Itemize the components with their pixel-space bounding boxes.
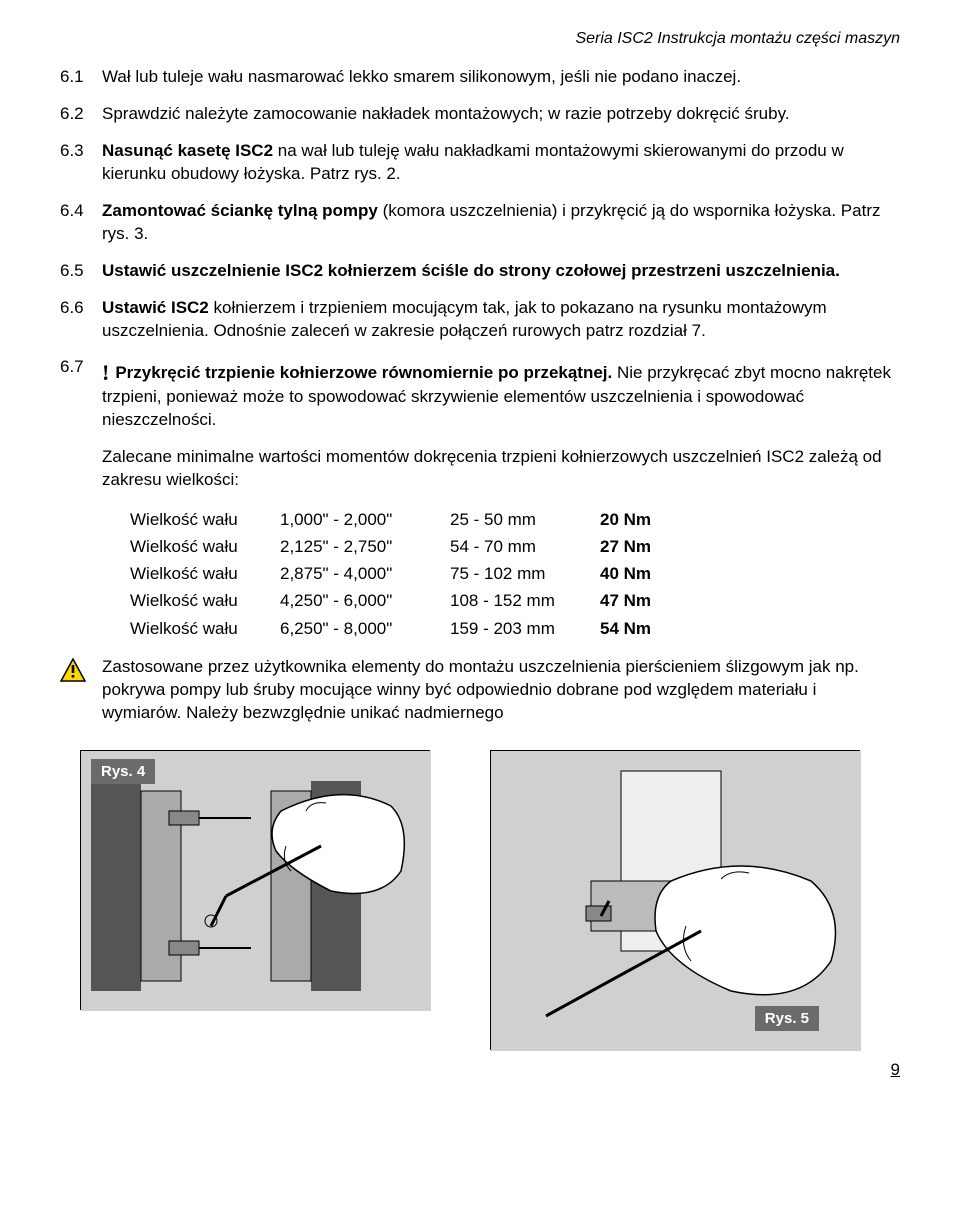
torque-row: Wielkość wału4,250" - 6,000"108 - 152 mm… xyxy=(130,587,900,614)
list-item: 6.7!Przykręcić trzpienie kołnierzowe rów… xyxy=(60,356,900,432)
instruction-list: 6.1Wał lub tuleje wału nasmarować lekko … xyxy=(60,66,900,432)
torque-range: 1,000" - 2,000" xyxy=(280,506,450,533)
warning-text: Zastosowane przez użytkownika elementy d… xyxy=(102,656,900,725)
item-content: Nasunąć kasetę ISC2 na wał lub tuleję wa… xyxy=(102,140,900,186)
item-number: 6.2 xyxy=(60,103,102,126)
page-number: 9 xyxy=(60,1060,900,1080)
torque-nm: 27 Nm xyxy=(600,533,690,560)
torque-nm: 47 Nm xyxy=(600,587,690,614)
item-content: Zamontować ściankę tylną pompy (komora u… xyxy=(102,200,900,246)
torque-mm: 108 - 152 mm xyxy=(450,587,600,614)
item-number: 6.7 xyxy=(60,356,102,432)
item-number: 6.6 xyxy=(60,297,102,343)
page-header: Seria ISC2 Instrukcja montażu części mas… xyxy=(60,30,900,48)
torque-label: Wielkość wału xyxy=(130,587,280,614)
torque-nm: 40 Nm xyxy=(600,560,690,587)
torque-range: 2,875" - 4,000" xyxy=(280,560,450,587)
torque-range: 2,125" - 2,750" xyxy=(280,533,450,560)
item-number: 6.5 xyxy=(60,260,102,283)
torque-row: Wielkość wału2,875" - 4,000"75 - 102 mm4… xyxy=(130,560,900,587)
torque-label: Wielkość wału xyxy=(130,615,280,642)
torque-label: Wielkość wału xyxy=(130,506,280,533)
warning-triangle-icon xyxy=(60,656,102,725)
list-item: 6.6Ustawić ISC2 kołnierzem i trzpieniem … xyxy=(60,297,900,343)
item-number: 6.4 xyxy=(60,200,102,246)
torque-row: Wielkość wału1,000" - 2,000"25 - 50 mm20… xyxy=(130,506,900,533)
torque-mm: 75 - 102 mm xyxy=(450,560,600,587)
list-item: 6.2Sprawdzić należyte zamocowanie nakład… xyxy=(60,103,900,126)
torque-mm: 54 - 70 mm xyxy=(450,533,600,560)
list-item: 6.4Zamontować ściankę tylną pompy (komor… xyxy=(60,200,900,246)
item-content: Ustawić uszczelnienie ISC2 kołnierzem śc… xyxy=(102,260,900,283)
figure-4-label: Rys. 4 xyxy=(91,759,155,784)
item-content: Sprawdzić należyte zamocowanie nakładek … xyxy=(102,103,900,126)
torque-intro: Zalecane minimalne wartości momentów dok… xyxy=(102,446,900,492)
torque-label: Wielkość wału xyxy=(130,560,280,587)
torque-range: 4,250" - 6,000" xyxy=(280,587,450,614)
torque-range: 6,250" - 8,000" xyxy=(280,615,450,642)
item-content: Wał lub tuleje wału nasmarować lekko sma… xyxy=(102,66,900,89)
warning-note: Zastosowane przez użytkownika elementy d… xyxy=(60,656,900,725)
figure-4: Rys. 4 xyxy=(80,750,430,1010)
item-content: !Przykręcić trzpienie kołnierzowe równom… xyxy=(102,356,900,432)
torque-nm: 54 Nm xyxy=(600,615,690,642)
item-number: 6.3 xyxy=(60,140,102,186)
torque-mm: 25 - 50 mm xyxy=(450,506,600,533)
figure-5: Rys. 5 xyxy=(490,750,860,1050)
figure-row: Rys. 4 Rys. 5 xyxy=(80,750,900,1050)
list-item: 6.5Ustawić uszczelnienie ISC2 kołnierzem… xyxy=(60,260,900,283)
list-item: 6.1Wał lub tuleje wału nasmarować lekko … xyxy=(60,66,900,89)
exclamation-icon: ! xyxy=(102,360,109,385)
torque-mm: 159 - 203 mm xyxy=(450,615,600,642)
figure-5-label: Rys. 5 xyxy=(755,1006,819,1031)
torque-label: Wielkość wału xyxy=(130,533,280,560)
list-item: 6.3Nasunąć kasetę ISC2 na wał lub tuleję… xyxy=(60,140,900,186)
torque-row: Wielkość wału6,250" - 8,000"159 - 203 mm… xyxy=(130,615,900,642)
item-content: Ustawić ISC2 kołnierzem i trzpieniem moc… xyxy=(102,297,900,343)
torque-nm: 20 Nm xyxy=(600,506,690,533)
torque-table: Wielkość wału1,000" - 2,000"25 - 50 mm20… xyxy=(130,506,900,642)
torque-row: Wielkość wału2,125" - 2,750"54 - 70 mm27… xyxy=(130,533,900,560)
item-number: 6.1 xyxy=(60,66,102,89)
